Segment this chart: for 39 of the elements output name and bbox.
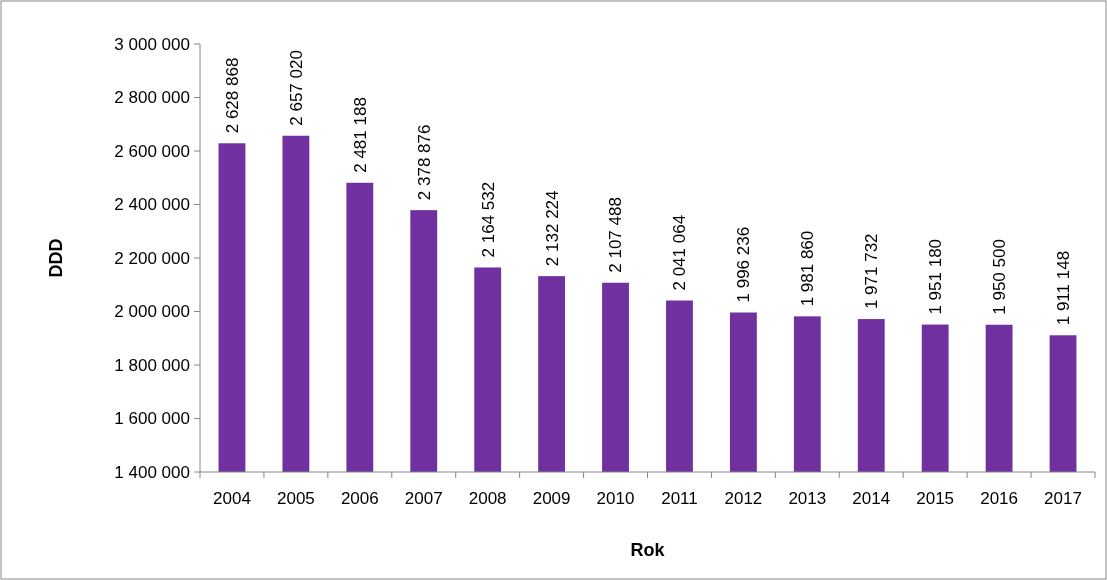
y-axis-title: DDD (46, 238, 66, 278)
y-tick-label: 2 000 000 (114, 302, 190, 322)
data-label: 2 657 020 (286, 50, 306, 126)
x-tick-label: 2006 (340, 489, 379, 508)
y-tick-label: 2 600 000 (114, 141, 190, 161)
data-label: 2 107 488 (606, 197, 626, 273)
y-tick-label: 2 400 000 (114, 195, 190, 215)
x-tick-label: 2004 (213, 489, 251, 508)
x-tick-label: 2008 (468, 489, 507, 508)
x-tick-label: 2009 (532, 489, 571, 508)
data-label: 2 378 876 (414, 124, 434, 201)
x-tick-label: 2013 (788, 489, 827, 508)
x-axis-title: Rok (630, 540, 666, 560)
x-tick-label: 2011 (661, 489, 698, 508)
data-label: 2 164 532 (478, 181, 498, 258)
y-tick-label: 1 800 000 (114, 355, 190, 375)
x-tick-label: 2015 (916, 489, 955, 508)
x-tick-label: 2007 (404, 489, 443, 508)
x-tick-label: 2010 (596, 489, 635, 508)
x-tick-label: 2012 (724, 489, 763, 508)
data-label: 1 971 732 (862, 233, 882, 310)
y-tick-label: 1 400 000 (114, 462, 190, 482)
data-label: 2 481 188 (350, 97, 370, 173)
x-tick-label: 2014 (852, 489, 891, 508)
y-tick-label: 2 200 000 (114, 248, 190, 268)
data-label: 2 132 224 (542, 190, 562, 267)
data-label: 1 981 860 (798, 230, 818, 307)
x-tick-label: 2005 (276, 489, 315, 508)
x-tick-label: 2017 (1044, 489, 1082, 508)
data-label: 1 950 500 (990, 239, 1010, 315)
y-tick-label: 2 800 000 (114, 88, 190, 108)
y-tick-label: 3 000 000 (114, 34, 190, 54)
data-label: 1 951 180 (926, 238, 946, 315)
y-tick-label: 1 600 000 (114, 409, 190, 429)
x-tick-label: 2016 (980, 489, 1019, 508)
data-label: 1 911 148 (1053, 250, 1073, 326)
data-label: 2 628 868 (222, 57, 242, 134)
data-label: 2 041 064 (670, 214, 690, 291)
data-label: 1 996 236 (734, 226, 754, 303)
